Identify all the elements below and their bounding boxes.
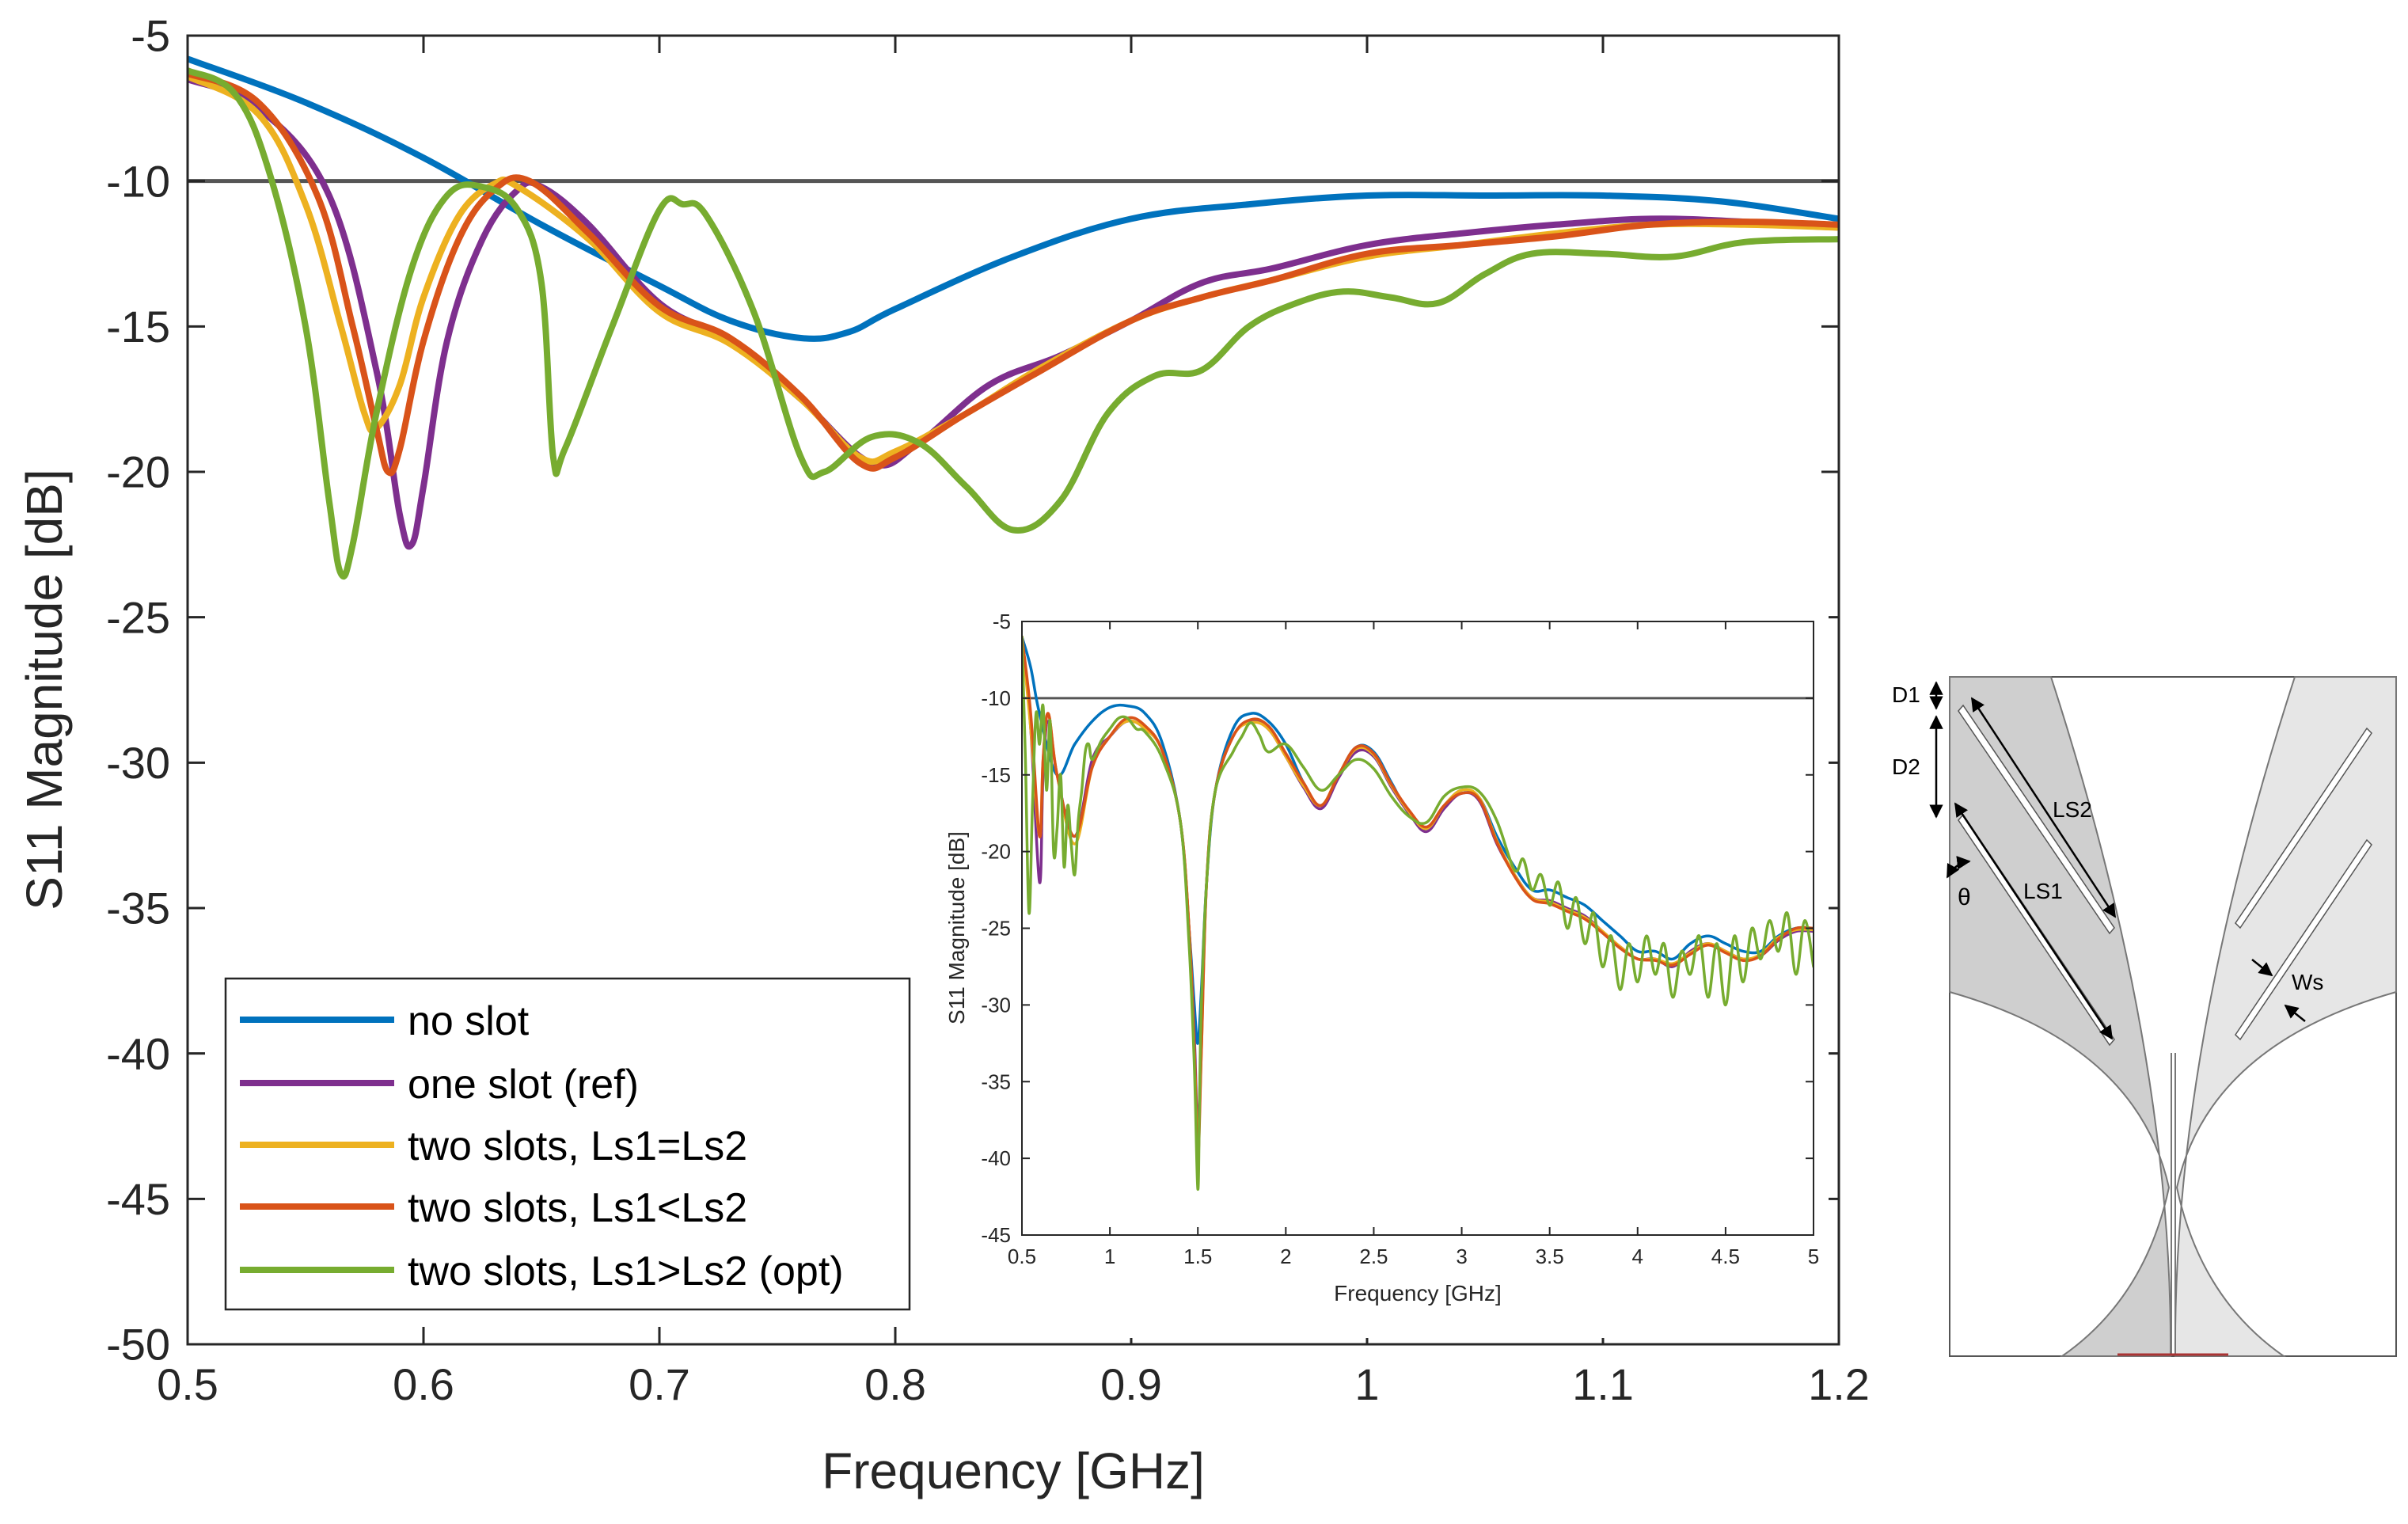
inset-y-tick-label: -25	[981, 917, 1011, 941]
inset-y-tick-labels: -45 -40 -35 -30 -25 -20 -15 -10 -5	[981, 610, 1011, 1247]
inset-x-tick-label: 3.5	[1536, 1245, 1564, 1268]
d2-label: D2	[1892, 754, 1920, 779]
legend-entry-ls1-lt-ls2: two slots, Ls1<Ls2	[240, 1185, 747, 1231]
legend: no slot one slot (ref) two slots, Ls1=Ls…	[224, 977, 911, 1311]
inset-x-tick-label: 2.5	[1359, 1245, 1388, 1268]
inset-x-tick-label: 5	[1808, 1245, 1819, 1268]
legend-entry-one-slot: one slot (ref)	[240, 1062, 639, 1108]
inset-x-tick-labels: 0.5 1 1.5 2 2.5 3 3.5 4 4.5 5	[1008, 1245, 1819, 1268]
ls2-label: LS2	[2053, 797, 2092, 822]
legend-label: two slots, Ls1<Ls2	[408, 1185, 747, 1231]
legend-entry-ls1-gt-ls2: two slots, Ls1>Ls2 (opt)	[240, 1248, 844, 1294]
main-y-tick-label: -10	[106, 156, 170, 206]
main-x-tick-label: 0.8	[864, 1359, 926, 1409]
legend-entry-ls1-eq-ls2: two slots, Ls1=Ls2	[240, 1123, 747, 1169]
main-series-two-slots-ls1-ls2-opt	[188, 67, 1839, 580]
inset-y-tick-label: -30	[981, 993, 1011, 1017]
inset-series-two-slots-ls1-ls2-opt	[1022, 635, 1814, 1191]
main-tick-marks	[186, 34, 1840, 1346]
inset-x-tick-label: 4.5	[1711, 1245, 1740, 1268]
d1-label: D1	[1892, 682, 1920, 707]
theta-label: θ	[1958, 884, 1971, 910]
main-x-tick-label: 1.1	[1572, 1359, 1634, 1409]
inset-x-tick-label: 4	[1632, 1245, 1643, 1268]
inset-x-tick-label: 0.5	[1008, 1245, 1036, 1268]
main-y-tick-label: -15	[106, 302, 170, 352]
main-y-tick-label: -30	[106, 738, 170, 788]
main-y-tick-labels: -50 -45 -40 -35 -30 -25 -20 -15 -10 -5	[106, 11, 170, 1370]
inset-x-tick-label: 2	[1280, 1245, 1291, 1268]
theta-arrow	[1946, 856, 1971, 879]
inset-x-tick-label: 1.5	[1183, 1245, 1212, 1268]
main-y-tick-label: -5	[131, 11, 170, 61]
main-y-axis-label: S11 Magnitude [dB]	[16, 469, 73, 910]
main-series-group	[188, 55, 1839, 580]
antenna-diagram: D1 D2 LS2 LS1 θ Ws	[1892, 676, 2397, 1357]
main-x-tick-label: 0.9	[1100, 1359, 1162, 1409]
ws-arrow-bottom	[2284, 1004, 2306, 1022]
inset-y-tick-label: -45	[981, 1223, 1011, 1247]
main-x-tick-label: 1	[1354, 1359, 1379, 1409]
legend-label: two slots, Ls1=Ls2	[408, 1123, 747, 1169]
main-plot-area	[186, 34, 1840, 1346]
inset-y-tick-label: -5	[993, 610, 1011, 633]
right-slot-inner	[2235, 838, 2372, 1041]
ls1-arrow	[1954, 802, 2114, 1040]
inset-series-two-slots-ls1-ls2	[1022, 635, 1814, 1160]
main-axes-box	[186, 34, 1840, 1346]
main-y-tick-label: -40	[106, 1028, 170, 1078]
main-y-tick-label: -35	[106, 884, 170, 933]
legend-label: two slots, Ls1>Ls2 (opt)	[408, 1248, 844, 1294]
main-x-tick-label: 0.5	[157, 1359, 218, 1409]
main-x-tick-label: 1.2	[1808, 1359, 1870, 1409]
inset-series-group	[1022, 635, 1814, 1191]
legend-label: no slot	[408, 998, 530, 1044]
ls1-label: LS1	[2023, 879, 2063, 903]
inset-x-tick-label: 3	[1456, 1245, 1467, 1268]
inset-chart: 0.5 1 1.5 2 2.5 3 3.5 4 4.5 5 -45-40-35-30-25-20-…	[944, 598, 1829, 1338]
main-y-tick-label: -20	[106, 447, 170, 497]
main-chart: 0.5 0.6 0.7 0.8 0.9 1 1.1 1.2 -50 -45 -40 -35 -30 -2…	[16, 11, 1870, 1499]
inset-y-tick-label: -35	[981, 1070, 1011, 1093]
main-y-tick-label: -45	[106, 1174, 170, 1224]
inset-y-axis-label: S11 Magnitude [dB]	[944, 831, 969, 1024]
legend-label: one slot (ref)	[408, 1062, 639, 1108]
inset-y-tick-label: -40	[981, 1146, 1011, 1170]
inset-y-tick-label: -20	[981, 840, 1011, 864]
inset-background	[946, 598, 1829, 1338]
right-slot-outer	[2235, 727, 2372, 929]
main-x-tick-label: 0.6	[393, 1359, 454, 1409]
main-y-tick-label: -50	[106, 1320, 170, 1370]
inset-y-tick-label: -10	[981, 686, 1011, 710]
inset-x-tick-label: 1	[1104, 1245, 1115, 1268]
legend-entry-no-slot: no slot	[240, 998, 530, 1044]
main-y-tick-label: -25	[106, 592, 170, 642]
ws-label: Ws	[2292, 970, 2323, 994]
inset-x-axis-label: Frequency [GHz]	[1334, 1281, 1502, 1305]
inset-y-tick-label: -15	[981, 763, 1011, 787]
main-x-axis-label: Frequency [GHz]	[822, 1442, 1205, 1499]
main-x-tick-labels: 0.5 0.6 0.7 0.8 0.9 1 1.1 1.2	[157, 1359, 1870, 1409]
ws-arrow-top	[2251, 959, 2273, 977]
inset-tick-marks	[1021, 621, 1814, 1236]
main-series-one-slot-ref	[188, 76, 1839, 550]
main-x-tick-label: 0.7	[629, 1359, 690, 1409]
